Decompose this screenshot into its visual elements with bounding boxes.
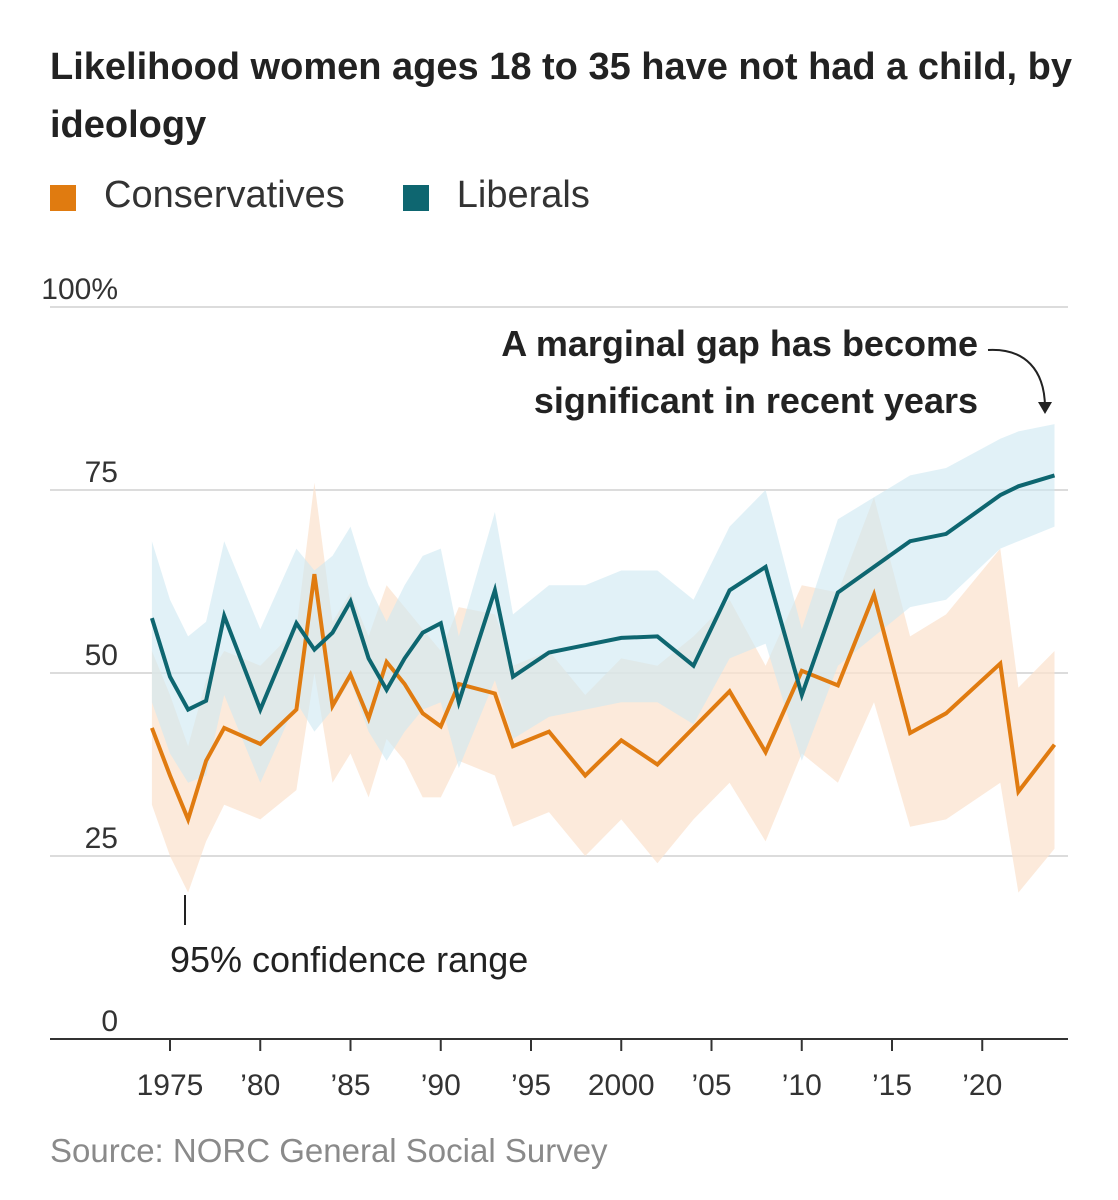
legend: Conservatives Liberals bbox=[50, 170, 648, 220]
x-tick-label-2015: ’15 bbox=[872, 1069, 912, 1102]
source-note: Source: NORC General Social Survey bbox=[50, 1132, 608, 1169]
y-tick-label-100: 100% bbox=[41, 273, 118, 306]
legend-label-liberals: Liberals bbox=[456, 173, 590, 216]
legend-swatch-conservatives bbox=[50, 185, 76, 211]
annotations: A marginal gap has become significant in… bbox=[170, 323, 1052, 980]
series-lines bbox=[149, 473, 1057, 826]
legend-item-conservatives: Conservatives bbox=[50, 174, 345, 217]
y-tick-label-50: 50 bbox=[85, 639, 118, 672]
x-tick-label-1990: ’90 bbox=[421, 1069, 461, 1102]
annotation-gap-line-1: A marginal gap has become bbox=[501, 323, 978, 364]
legend-swatch-liberals bbox=[402, 185, 429, 211]
y-tick-label-75: 75 bbox=[85, 456, 118, 489]
x-tick-label-2005: ’05 bbox=[691, 1069, 731, 1102]
annotation-ci-label: 95% confidence range bbox=[170, 939, 528, 980]
axes: 0 25 50 75 100% 1975 ’80 ’85 ’90 ’95 2000 ’05 ’10 ’15… bbox=[41, 273, 1068, 1102]
annotation-gap-arrowhead-icon bbox=[1038, 402, 1052, 414]
x-tick-label-2010: ’10 bbox=[782, 1069, 822, 1102]
legend-item-liberals: Liberals bbox=[402, 173, 590, 217]
series-line-conservatives bbox=[150, 573, 1057, 826]
y-tick-label-0: 0 bbox=[101, 1005, 118, 1038]
y-tick-label-25: 25 bbox=[85, 822, 118, 855]
x-tick-label-2000: 2000 bbox=[588, 1069, 655, 1102]
series-line-liberals bbox=[149, 473, 1056, 715]
x-tick-label-1985: ’85 bbox=[330, 1069, 370, 1102]
x-tick-label-1975: 1975 bbox=[137, 1069, 204, 1102]
x-tick-label-2020: ’20 bbox=[962, 1069, 1002, 1102]
x-tick-label-1995: ’95 bbox=[511, 1069, 551, 1102]
annotation-gap-line-2: significant in recent years bbox=[534, 380, 978, 421]
legend-label-conservatives: Conservatives bbox=[104, 173, 345, 216]
annotation-gap-arrow bbox=[987, 348, 1046, 409]
x-tick-label-1980: ’80 bbox=[240, 1069, 280, 1102]
confidence-bands bbox=[151, 424, 1055, 893]
chart-title: Likelihood women ages 18 to 35 have not … bbox=[50, 46, 1073, 146]
